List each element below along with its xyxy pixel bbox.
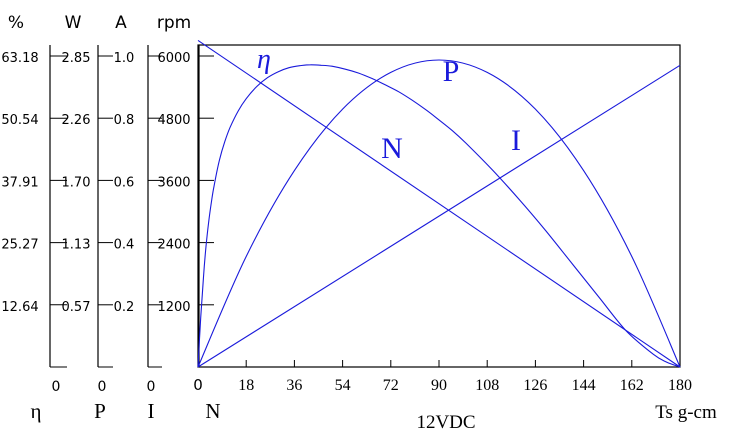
curve-label-i: I: [511, 124, 521, 157]
series-line-N: [197, 39, 681, 368]
unit-header-speed: rpm: [157, 13, 191, 33]
curve-label-n: N: [381, 132, 403, 165]
plot-frame: [197, 44, 681, 368]
x-tick-label: 180: [668, 377, 692, 394]
y-tick-label-rpm: 3600: [157, 175, 190, 190]
x-tick-label: 108: [475, 377, 499, 394]
x-axis-label: Ts g-cm: [655, 402, 717, 423]
curve-label-p: P: [443, 55, 460, 88]
y-tick-label-A: 0.4: [114, 238, 135, 253]
y-tick-label-%: 63.18: [1, 51, 38, 66]
unit-header-power: W: [65, 13, 82, 33]
series-line-P: [197, 59, 681, 368]
y-tick-label-%: 37.91: [1, 175, 38, 190]
series-line-I: [197, 64, 681, 368]
y-tick-label-W: 1.13: [62, 238, 91, 253]
y-tick-label-W: 2.26: [62, 113, 91, 128]
y-tick-label-W: 0.57: [62, 300, 91, 315]
x-tick-label: 126: [523, 377, 547, 394]
y-tick-label-rpm: 6000: [157, 51, 190, 66]
y-tick-label-A: 1.0: [114, 51, 135, 66]
chart-subtitle: 12VDC: [416, 412, 475, 432]
y-tick-label-W: 1.70: [62, 175, 91, 190]
symbol-eta: η: [31, 399, 42, 423]
symbol-p: P: [94, 399, 106, 423]
symbol-n: N: [205, 399, 220, 423]
y-zero-label-W: 0: [98, 379, 107, 395]
x-tick-label: 54: [335, 377, 351, 394]
series-line-η: [197, 64, 681, 368]
y-zero-label-%: 0: [52, 379, 61, 395]
x-axis: 0 18 36 54 72 90 108 126 144 162 180: [193, 360, 692, 394]
y-tick-label-W: 2.85: [62, 51, 91, 66]
y-tick-label-A: 0.6: [114, 175, 135, 190]
x-tick-label: 0: [193, 376, 203, 394]
y-scales: 63.18 50.54 37.91 25.27 12.64 0 2.85 2.26 1.70 1.…: [1, 45, 214, 395]
symbol-i: I: [148, 399, 155, 423]
y-tick-label-%: 25.27: [1, 238, 38, 253]
curve-label-eta: η: [257, 44, 271, 75]
x-tick-label: 144: [572, 377, 596, 394]
y-tick-label-rpm: 4800: [157, 113, 190, 128]
y-zero-label-A: 0: [147, 379, 156, 395]
y-tick-label-rpm: 2400: [157, 238, 190, 253]
y-tick-label-A: 0.2: [114, 300, 135, 315]
scale-symbols: η P I N: [31, 399, 221, 423]
curves: [197, 39, 681, 368]
x-tick-label: 72: [383, 377, 399, 394]
y-scale-headers: % W A rpm: [8, 13, 191, 33]
x-tick-label: 162: [620, 377, 644, 394]
x-tick-label: 36: [286, 377, 302, 394]
curve-labels: η P N I: [257, 44, 521, 165]
y-tick-label-A: 0.8: [114, 113, 135, 128]
unit-header-efficiency: %: [8, 13, 24, 33]
x-tick-label: 18: [238, 377, 254, 394]
unit-header-current: A: [115, 13, 127, 33]
x-tick-label: 90: [431, 377, 447, 394]
y-tick-label-rpm: 1200: [157, 300, 190, 315]
y-tick-label-%: 50.54: [1, 113, 38, 128]
y-tick-label-%: 12.64: [1, 300, 38, 315]
